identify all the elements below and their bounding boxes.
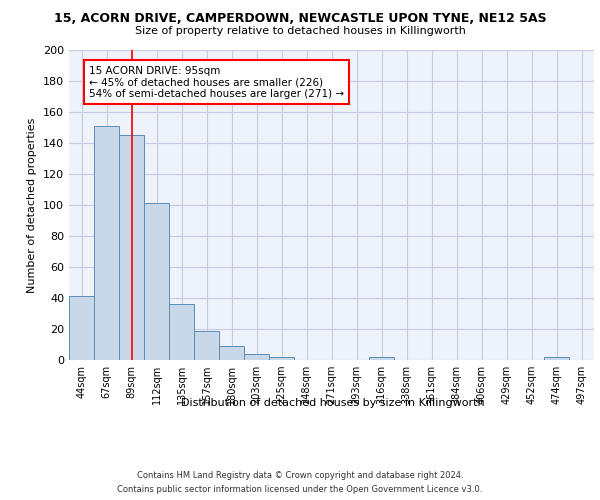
Bar [69,296,94,360]
Bar [119,135,144,360]
Y-axis label: Number of detached properties: Number of detached properties [28,118,37,292]
Bar [544,357,569,360]
Bar [219,346,244,360]
Text: Distribution of detached houses by size in Killingworth: Distribution of detached houses by size … [181,398,485,407]
Bar [194,330,219,360]
Bar [244,354,269,360]
Bar [169,304,194,360]
Text: 15 ACORN DRIVE: 95sqm
← 45% of detached houses are smaller (226)
54% of semi-det: 15 ACORN DRIVE: 95sqm ← 45% of detached … [89,66,344,98]
Text: Size of property relative to detached houses in Killingworth: Size of property relative to detached ho… [134,26,466,36]
Bar [269,357,294,360]
Bar [144,204,169,360]
Bar [369,357,394,360]
Text: Contains HM Land Registry data © Crown copyright and database right 2024.
Contai: Contains HM Land Registry data © Crown c… [118,472,482,494]
Text: 15, ACORN DRIVE, CAMPERDOWN, NEWCASTLE UPON TYNE, NE12 5AS: 15, ACORN DRIVE, CAMPERDOWN, NEWCASTLE U… [53,12,547,24]
Bar [94,126,119,360]
